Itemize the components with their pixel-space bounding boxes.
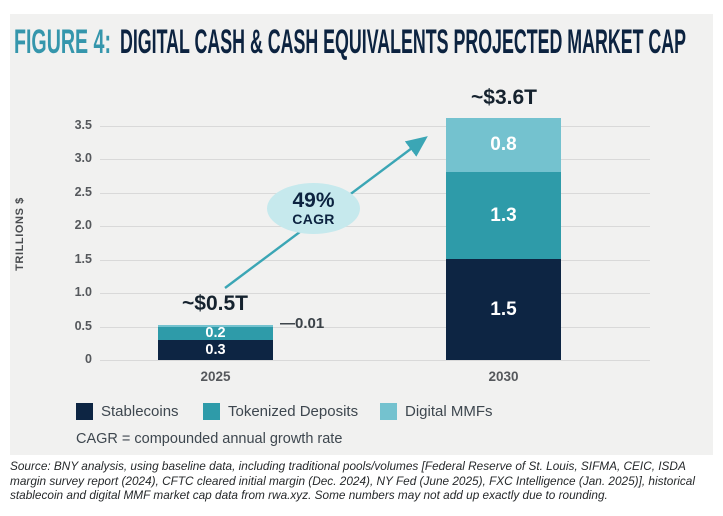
figure-number-label: FIGURE 4: <box>14 23 111 61</box>
source-note: Source: BNY analysis, using baseline dat… <box>10 459 695 503</box>
legend-item: Digital MMFs <box>380 403 493 420</box>
cagr-note: CAGR = compounded annual growth rate <box>76 431 343 447</box>
legend-swatch-icon <box>380 403 397 420</box>
legend-swatch-icon <box>203 403 220 420</box>
legend-item: Stablecoins <box>76 403 179 420</box>
legend-label: Stablecoins <box>101 403 179 420</box>
chart-legend: Stablecoins Tokenized Deposits Digital MMF… <box>0 403 723 423</box>
figure-title: FIGURE 4: DIGITAL CASH & CASH EQUIVALENT… <box>14 23 686 61</box>
chart-panel <box>10 14 713 455</box>
legend-item: Tokenized Deposits <box>203 403 358 420</box>
legend-label: Tokenized Deposits <box>228 403 359 420</box>
legend-swatch-icon <box>76 403 93 420</box>
page-title: DIGITAL CASH & CASH EQUIVALENTS PROJECTE… <box>120 23 686 61</box>
legend-label: Digital MMFs <box>405 403 493 420</box>
